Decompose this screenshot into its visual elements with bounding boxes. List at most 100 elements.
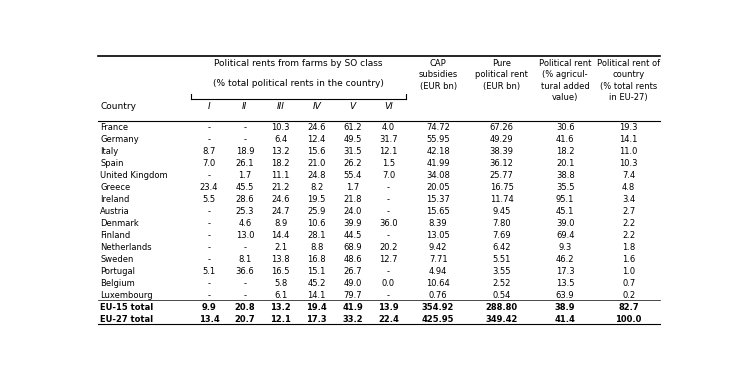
Text: 25.9: 25.9 [307, 207, 326, 216]
Text: 17.3: 17.3 [307, 315, 327, 324]
Text: 15.37: 15.37 [426, 195, 450, 204]
Text: -: - [208, 123, 211, 132]
Text: 11.1: 11.1 [271, 171, 290, 180]
Text: 38.39: 38.39 [489, 147, 514, 156]
Text: 0.2: 0.2 [622, 291, 635, 300]
Text: 349.42: 349.42 [486, 315, 518, 324]
Text: -: - [243, 291, 246, 300]
Text: 14.1: 14.1 [620, 135, 638, 144]
Text: -: - [208, 135, 211, 144]
Text: 13.4: 13.4 [198, 315, 220, 324]
Text: 5.51: 5.51 [492, 255, 511, 264]
Text: 2.2: 2.2 [622, 231, 635, 240]
Text: 23.4: 23.4 [200, 183, 218, 192]
Text: 6.1: 6.1 [274, 291, 287, 300]
Text: -: - [208, 243, 211, 252]
Text: 18.2: 18.2 [556, 147, 574, 156]
Text: -: - [243, 123, 246, 132]
Text: 49.0: 49.0 [343, 279, 362, 288]
Text: 100.0: 100.0 [615, 315, 642, 324]
Text: I: I [208, 102, 210, 111]
Text: 11.74: 11.74 [490, 195, 514, 204]
Text: 25.3: 25.3 [236, 207, 254, 216]
Text: 24.7: 24.7 [271, 207, 290, 216]
Text: IV: IV [312, 102, 321, 111]
Text: 11.0: 11.0 [620, 147, 638, 156]
Text: -: - [243, 279, 246, 288]
Text: -: - [243, 135, 246, 144]
Text: 45.1: 45.1 [556, 207, 574, 216]
Text: 18.2: 18.2 [271, 159, 290, 168]
Text: 33.2: 33.2 [342, 315, 363, 324]
Text: 13.5: 13.5 [556, 279, 574, 288]
Text: 21.2: 21.2 [271, 183, 290, 192]
Text: 2.52: 2.52 [492, 279, 511, 288]
Text: 69.4: 69.4 [556, 231, 574, 240]
Text: 74.72: 74.72 [426, 123, 450, 132]
Text: Political rent
(% agricul-
tural added
value): Political rent (% agricul- tural added v… [539, 59, 591, 102]
Text: -: - [387, 207, 390, 216]
Text: 8.7: 8.7 [202, 147, 216, 156]
Text: -: - [387, 195, 390, 204]
Text: 12.1: 12.1 [380, 147, 398, 156]
Text: 39.9: 39.9 [343, 219, 362, 228]
Text: 3.4: 3.4 [622, 195, 635, 204]
Text: 15.65: 15.65 [426, 207, 450, 216]
Text: 21.8: 21.8 [343, 195, 362, 204]
Text: -: - [387, 183, 390, 192]
Text: 30.6: 30.6 [556, 123, 575, 132]
Text: Portugal: Portugal [100, 267, 135, 276]
Text: 0.54: 0.54 [492, 291, 511, 300]
Text: 45.2: 45.2 [307, 279, 326, 288]
Text: United Kingdom: United Kingdom [100, 171, 168, 180]
Text: 41.9: 41.9 [342, 303, 363, 312]
Text: 48.6: 48.6 [343, 255, 362, 264]
Text: 10.3: 10.3 [271, 123, 290, 132]
Text: 0.0: 0.0 [382, 279, 395, 288]
Text: 13.2: 13.2 [271, 147, 290, 156]
Text: 10.3: 10.3 [619, 159, 638, 168]
Text: 42.18: 42.18 [426, 147, 450, 156]
Text: 44.5: 44.5 [343, 231, 362, 240]
Text: Political rents from farms by SO class: Political rents from farms by SO class [214, 59, 383, 67]
Text: 9.9: 9.9 [202, 303, 217, 312]
Text: 2.2: 2.2 [622, 219, 635, 228]
Text: 1.0: 1.0 [622, 267, 635, 276]
Text: EU-15 total: EU-15 total [100, 303, 153, 312]
Text: 13.0: 13.0 [236, 231, 254, 240]
Text: 55.95: 55.95 [426, 135, 450, 144]
Text: Luxembourg: Luxembourg [100, 291, 153, 300]
Text: -: - [208, 171, 211, 180]
Text: Belgium: Belgium [100, 279, 135, 288]
Text: 19.4: 19.4 [307, 303, 327, 312]
Text: 7.4: 7.4 [622, 171, 635, 180]
Text: CAP
subsidies
(EUR bn): CAP subsidies (EUR bn) [419, 59, 458, 91]
Text: 5.5: 5.5 [203, 195, 215, 204]
Text: Finland: Finland [100, 231, 130, 240]
Text: -: - [387, 291, 390, 300]
Text: 16.5: 16.5 [271, 267, 290, 276]
Text: 35.5: 35.5 [556, 183, 574, 192]
Text: 1.7: 1.7 [238, 171, 251, 180]
Text: 6.42: 6.42 [492, 243, 511, 252]
Text: Political rent of
country
(% total rents
in EU-27): Political rent of country (% total rents… [597, 59, 660, 102]
Text: 10.6: 10.6 [307, 219, 326, 228]
Text: 1.7: 1.7 [346, 183, 359, 192]
Text: 8.2: 8.2 [310, 183, 324, 192]
Text: 16.8: 16.8 [307, 255, 326, 264]
Text: 2.7: 2.7 [622, 207, 635, 216]
Text: 0.76: 0.76 [429, 291, 447, 300]
Text: 12.4: 12.4 [307, 135, 326, 144]
Text: 7.69: 7.69 [492, 231, 511, 240]
Text: 20.7: 20.7 [234, 315, 255, 324]
Text: VI: VI [384, 102, 393, 111]
Text: 79.7: 79.7 [343, 291, 362, 300]
Text: EU-27 total: EU-27 total [100, 315, 153, 324]
Text: 20.8: 20.8 [234, 303, 255, 312]
Text: 4.94: 4.94 [429, 267, 447, 276]
Text: 61.2: 61.2 [343, 123, 362, 132]
Text: 14.1: 14.1 [307, 291, 326, 300]
Text: 49.5: 49.5 [343, 135, 362, 144]
Text: -: - [208, 255, 211, 264]
Text: 8.9: 8.9 [274, 219, 287, 228]
